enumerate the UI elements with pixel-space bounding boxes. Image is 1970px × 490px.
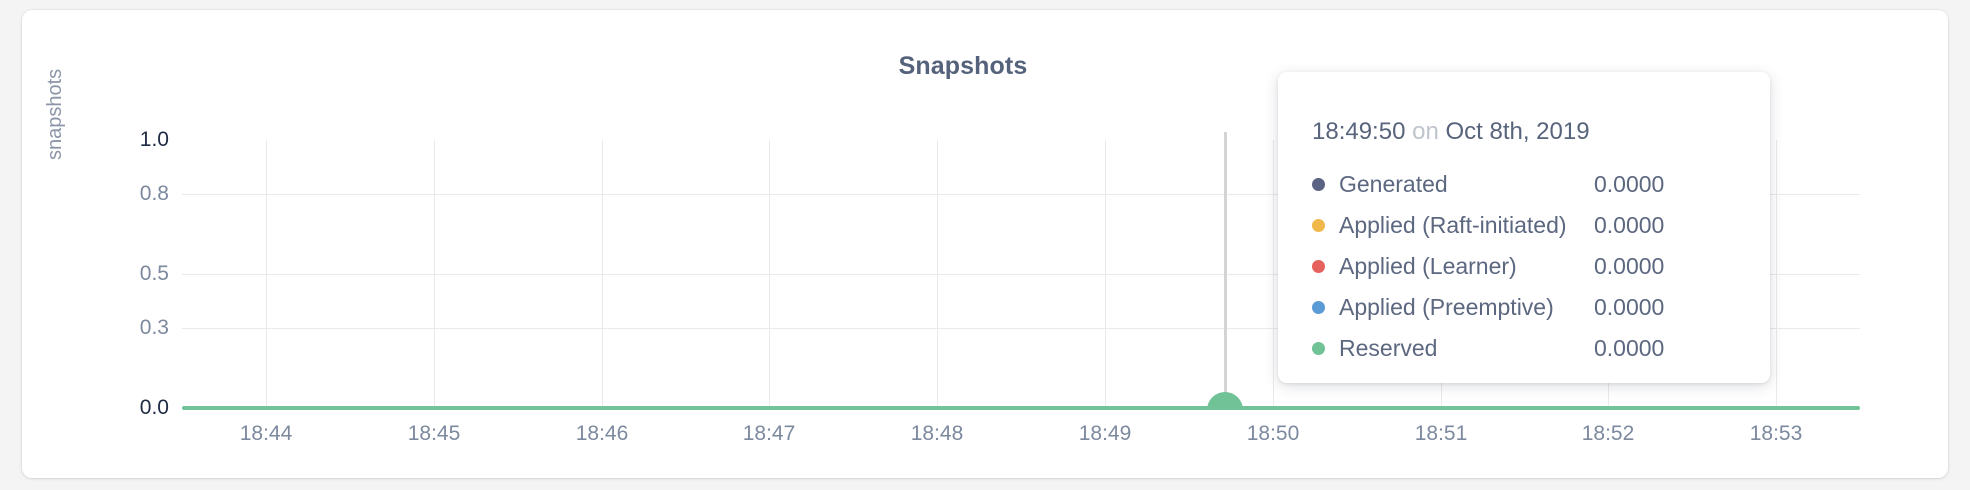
y-axis-title: snapshots (44, 68, 66, 160)
tooltip-series-value: 0.0000 (1594, 212, 1665, 238)
x-axis-tick-label: 18:47 (742, 422, 796, 445)
y-axis-tick-label: 0.3 (139, 316, 169, 339)
series-dot-reserved-icon (1312, 342, 1325, 355)
page-title: Snapshots (22, 52, 1948, 81)
gridline-vertical (266, 140, 267, 408)
x-axis-tick-label: 18:49 (1078, 422, 1132, 445)
y-axis-tick-label: 1.0 (139, 128, 169, 151)
series-line (182, 406, 1860, 410)
tooltip-series-value: 0.0000 (1594, 171, 1665, 197)
gridline-vertical (937, 140, 938, 408)
tooltip-series-label: Applied (Preemptive) (1339, 294, 1554, 320)
plot-area[interactable] (182, 132, 1860, 410)
tooltip-header: 18:49:50 on Oct 8th, 2019 (1312, 118, 1736, 146)
gridline-vertical (602, 140, 603, 408)
tooltip-series-label: Reserved (1339, 335, 1438, 361)
y-axis-tick-label: 0.5 (139, 262, 169, 285)
tooltip-series-row: Reserved 0.0000 (1312, 328, 1736, 369)
tooltip-series-row: Applied (Preemptive) 0.0000 (1312, 287, 1736, 328)
x-axis-tick-label: 18:44 (239, 422, 293, 445)
series-dot-applied-raft-initiated-icon (1312, 219, 1325, 232)
tooltip-series-label: Generated (1339, 171, 1448, 197)
gridline-horizontal (182, 194, 1860, 195)
crosshair-line (1224, 132, 1227, 408)
tooltip-series-list: Generated 0.0000 Applied (Raft-initiated) 0… (1312, 164, 1736, 369)
tooltip-series-label: Applied (Raft-initiated) (1339, 212, 1567, 238)
x-axis-tick-label: 18:53 (1749, 422, 1803, 445)
hover-data-point-marker (1207, 392, 1243, 410)
gridline-vertical (1776, 140, 1777, 408)
tooltip-series-value: 0.0000 (1594, 335, 1665, 361)
tooltip-series-row: Generated 0.0000 (1312, 164, 1736, 205)
tooltip-series-row: Applied (Learner) 0.0000 (1312, 246, 1736, 287)
y-axis-tick-labels: 1.0 0.8 0.5 0.3 0.0 (87, 128, 169, 419)
x-axis-tick-label: 18:50 (1246, 422, 1300, 445)
y-axis-tick-label: 0.0 (139, 396, 169, 419)
tooltip-series-label: Applied (Learner) (1339, 253, 1517, 279)
hover-tooltip: 18:49:50 on Oct 8th, 2019 Generated 0.000… (1278, 72, 1770, 383)
x-axis-tick-label: 18:52 (1581, 422, 1635, 445)
x-axis-tick-label: 18:45 (407, 422, 461, 445)
gridline-horizontal (182, 328, 1860, 329)
x-axis-tick-label: 18:46 (575, 422, 629, 445)
x-axis-tick-label: 18:48 (910, 422, 964, 445)
series-dot-generated-icon (1312, 178, 1325, 191)
gridline-vertical (1105, 140, 1106, 408)
chart-title-text: Snapshots (898, 52, 1028, 80)
x-axis-tick-label: 18:51 (1414, 422, 1468, 445)
tooltip-time: 18:49:50 (1312, 118, 1406, 145)
gridline-vertical (434, 140, 435, 408)
tooltip-series-value: 0.0000 (1594, 294, 1665, 320)
tooltip-on-word: on (1412, 118, 1439, 145)
series-dot-applied-preemptive-icon (1312, 301, 1325, 314)
y-axis-tick-label: 0.8 (139, 182, 169, 205)
tooltip-series-row: Applied (Raft-initiated) 0.0000 (1312, 205, 1736, 246)
x-axis-tick-labels: 18:44 18:45 18:46 18:47 18:48 18:49 18:50 18:51… (182, 422, 1860, 452)
gridline-vertical (1273, 140, 1274, 408)
tooltip-date: Oct 8th, 2019 (1445, 118, 1590, 145)
chart-card: Snapshots snapshots 1.0 0.8 0.5 0.3 0.0 18:4… (22, 10, 1948, 478)
series-dot-applied-learner-icon (1312, 260, 1325, 273)
gridline-horizontal (182, 274, 1860, 275)
gridline-vertical (769, 140, 770, 408)
tooltip-series-value: 0.0000 (1594, 253, 1665, 279)
